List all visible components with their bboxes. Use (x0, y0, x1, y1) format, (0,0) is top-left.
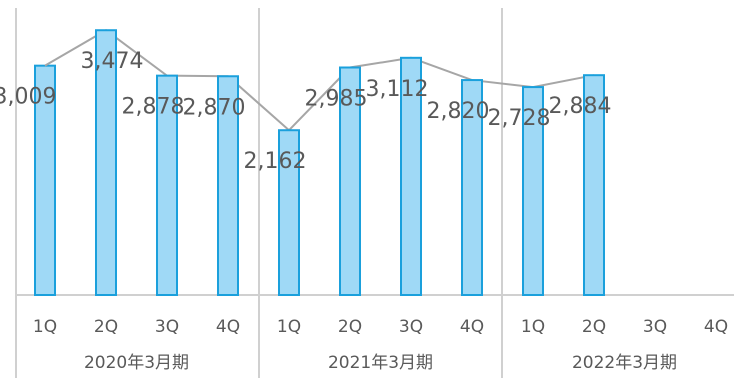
bar-2-4q (461, 79, 483, 296)
quarter-label-1-1q: 1Q (33, 317, 57, 337)
fiscal-year-label-2: 2021年3月期 (328, 353, 433, 373)
data-label-2-1q: 2,162 (244, 149, 307, 174)
data-label-3-1q: 2,728 (488, 106, 551, 131)
data-label-1-1q: 3,009 (0, 85, 56, 110)
data-label-2-2q: 2,985 (305, 86, 368, 111)
data-label-1-2q: 3,474 (81, 49, 144, 74)
bar-1-4q (217, 75, 239, 296)
bar-2-1q (278, 129, 300, 296)
quarter-label-1-2q: 2Q (94, 317, 118, 337)
quarter-label-3-3q: 3Q (643, 317, 667, 337)
quarter-label-1-4q: 4Q (216, 317, 240, 337)
data-label-2-3q: 3,112 (366, 77, 429, 102)
data-label-3-2q: 2,884 (549, 94, 612, 119)
bar-1-3q (156, 74, 178, 296)
quarter-label-3-1q: 1Q (521, 317, 545, 337)
data-label-2-4q: 2,820 (427, 99, 490, 124)
data-label-1-3q: 2,878 (122, 95, 185, 120)
quarter-label-2-1q: 1Q (277, 317, 301, 337)
trend-line (44, 29, 595, 132)
quarter-label-2-2q: 2Q (338, 317, 362, 337)
quarter-label-2-4q: 4Q (460, 317, 484, 337)
data-label-1-4q: 2,870 (183, 95, 246, 120)
bar-2-3q (400, 56, 422, 296)
quarter-label-2-3q: 3Q (399, 317, 423, 337)
bar-3-2q (583, 74, 605, 296)
bar-3-1q (522, 86, 544, 296)
bar-1-2q (95, 29, 117, 297)
fiscal-year-label-3: 2022年3月期 (572, 353, 677, 373)
bar-2-2q (339, 66, 361, 296)
quarter-label-3-4q: 4Q (704, 317, 728, 337)
fiscal-year-label-1: 2020年3月期 (84, 353, 189, 373)
quarter-label-1-3q: 3Q (155, 317, 179, 337)
quarter-label-3-2q: 2Q (582, 317, 606, 337)
